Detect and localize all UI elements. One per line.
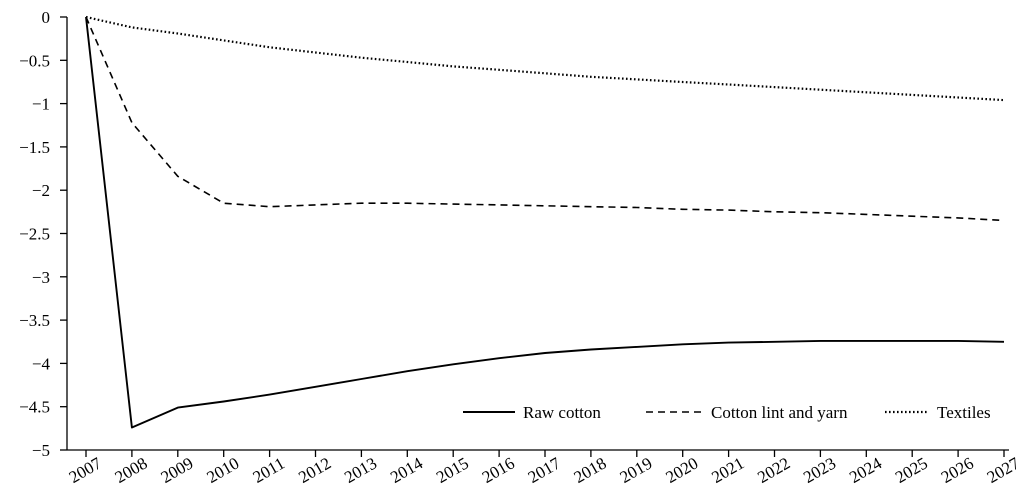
x-tick-label: 2016 — [479, 454, 518, 487]
legend: Raw cotton Cotton lint and yarn Textiles — [463, 403, 991, 422]
series-line-2 — [85, 16, 1005, 222]
x-tick-label: 2008 — [112, 454, 151, 487]
x-tick-label: 2015 — [433, 454, 472, 487]
x-tick-label: 2010 — [203, 454, 242, 487]
y-tick-label: −0.5 — [19, 51, 50, 70]
x-tick-label: 2011 — [250, 454, 288, 487]
x-tick-label: 2018 — [571, 454, 610, 487]
y-tick-label: −1.5 — [19, 138, 50, 157]
x-tick-label: 2026 — [938, 454, 977, 487]
y-tick-label: −1 — [32, 95, 50, 114]
legend-label-2: Cotton lint and yarn — [711, 403, 848, 422]
x-tick-label: 2013 — [341, 454, 380, 487]
x-tick-label: 2020 — [662, 454, 701, 487]
x-tick-label: 2024 — [846, 453, 885, 487]
y-tick-label: −2.5 — [19, 225, 50, 244]
x-tick-label: 2021 — [708, 454, 747, 487]
y-tick-label: −3 — [32, 268, 50, 287]
series-layer — [85, 15, 1005, 429]
x-tick-label: 2007 — [66, 453, 105, 487]
x-tick-label: 2019 — [617, 454, 656, 487]
y-tick-label: 0 — [42, 8, 51, 27]
x-tick-label: 2014 — [387, 453, 426, 487]
y-tick-label: −5 — [32, 441, 50, 460]
series-line-3 — [85, 15, 1005, 102]
y-tick-label: −2 — [32, 181, 50, 200]
legend-label-3: Textiles — [937, 403, 991, 422]
x-tick-label: 2009 — [158, 454, 197, 487]
legend-label-1: Raw cotton — [523, 403, 601, 422]
y-tick-label: −4.5 — [19, 398, 50, 417]
x-tick-label: 2027 — [984, 453, 1023, 487]
x-tick-label: 2025 — [892, 454, 931, 487]
y-tick-label: −3.5 — [19, 311, 50, 330]
x-tick-label: 2023 — [800, 454, 839, 487]
y-tick-label: −4 — [32, 354, 51, 373]
x-tick-label: 2017 — [525, 453, 564, 487]
x-tick-label: 2022 — [754, 454, 793, 487]
series-line-1 — [85, 16, 1005, 429]
x-tick-label: 2012 — [295, 454, 334, 487]
